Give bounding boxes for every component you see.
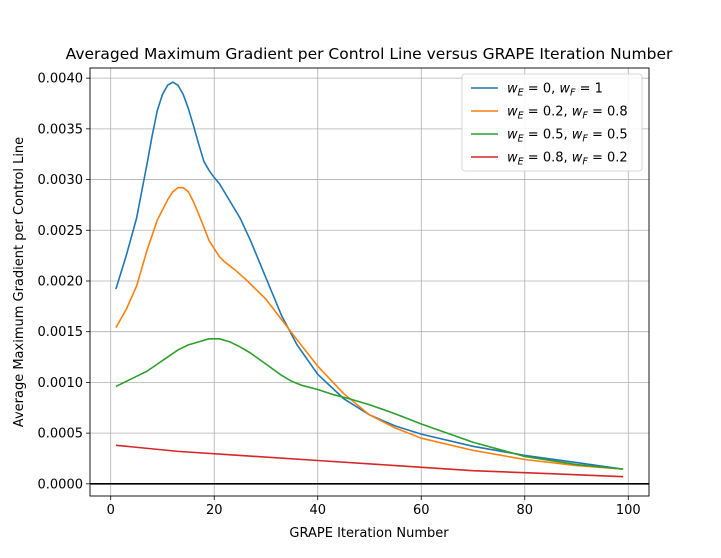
series-line-2: [115, 186, 624, 470]
y-tick-label: 0.0030: [38, 173, 84, 188]
legend-text-part: = 0.2: [588, 151, 628, 166]
x-tick-label: 100: [616, 503, 641, 518]
legend-subscript: F: [582, 134, 588, 145]
legend-text-part: w: [507, 105, 518, 120]
legend-subscript: F: [582, 111, 588, 122]
y-axis-label: Average Maximum Gradient per Control Lin…: [12, 137, 27, 427]
y-tick-label: 0.0035: [38, 122, 84, 137]
legend-entry-label: wE = 0.8, wF = 0.2: [507, 151, 628, 168]
legend-box: [461, 73, 643, 172]
series-line-3: [115, 338, 624, 470]
legend-entry-label: wE = 0, wF = 1: [507, 82, 603, 99]
legend-text-part: w: [572, 151, 583, 166]
x-tick-label: 80: [517, 503, 534, 518]
legend: wE = 0, wF = 1wE = 0.2, wF = 0.8wE = 0.5…: [461, 73, 643, 172]
x-tick-label: 60: [413, 503, 430, 518]
legend-text-part: w: [559, 82, 570, 97]
x-axis-ticks: 0 20 40 60 80 100: [107, 496, 641, 518]
legend-subscript: F: [570, 88, 576, 99]
legend-text-part: = 1: [575, 82, 602, 97]
x-tick-label: 20: [206, 503, 223, 518]
y-tick-label: 0.0025: [38, 224, 84, 239]
legend-text-part: w: [507, 128, 518, 143]
x-tick-label: 40: [309, 503, 326, 518]
legend-subscript: F: [582, 157, 588, 168]
legend-text-part: = 0.5,: [524, 128, 572, 143]
chart-title: Averaged Maximum Gradient per Control Li…: [66, 45, 673, 63]
series-line-4: [115, 444, 624, 478]
x-tick-label: 0: [107, 503, 115, 518]
legend-text-part: w: [572, 105, 583, 120]
legend-entry-label: wE = 0.5, wF = 0.5: [507, 128, 628, 145]
y-tick-label: 0.0010: [38, 376, 84, 391]
legend-text-part: = 0.8: [588, 105, 628, 120]
legend-subscript: E: [518, 88, 524, 99]
legend-text-part: w: [507, 82, 518, 97]
series-layer: [115, 81, 624, 478]
legend-subscript: E: [518, 111, 524, 122]
legend-text-part: = 0,: [524, 82, 560, 97]
legend-subscript: E: [518, 134, 524, 145]
legend-text-part: w: [572, 128, 583, 143]
y-tick-label: 0.0020: [38, 274, 84, 289]
legend-text-part: w: [507, 151, 518, 166]
y-tick-label: 0.0040: [38, 72, 84, 87]
grid: [90, 68, 649, 496]
y-tick-label: 0.0000: [38, 477, 84, 492]
y-tick-label: 0.0005: [38, 427, 84, 442]
x-axis-label: GRAPE Iteration Number: [289, 526, 449, 541]
legend-text-part: = 0.5: [588, 128, 628, 143]
legend-entry-label: wE = 0.2, wF = 0.8: [507, 105, 628, 122]
legend-subscript: E: [518, 157, 524, 168]
plot-frame: [89, 67, 650, 497]
y-tick-label: 0.0015: [38, 325, 84, 340]
legend-text-part: = 0.2,: [524, 105, 572, 120]
series-line-1: [115, 81, 624, 470]
y-axis-ticks: 0.0000 0.0005 0.0010 0.0015 0.0020 0.0025 0.00…: [38, 72, 90, 492]
legend-text-part: = 0.8,: [524, 151, 572, 166]
